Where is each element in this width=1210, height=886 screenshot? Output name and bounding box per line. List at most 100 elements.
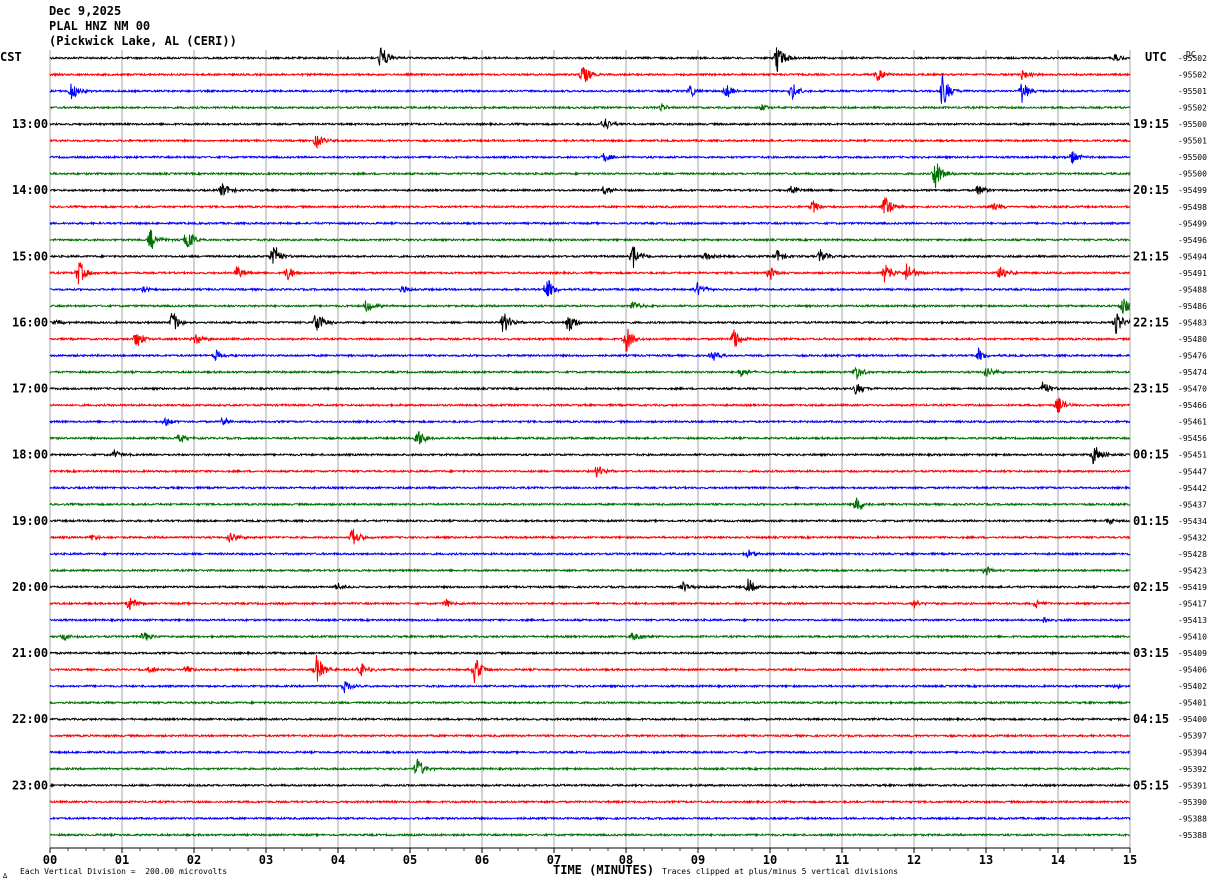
trace-line <box>49 328 1131 353</box>
dc-offset-label: -95488 <box>1178 285 1207 294</box>
trace-line <box>49 118 1130 130</box>
trace-line <box>49 654 1131 684</box>
x-tick-label: 11 <box>835 853 849 867</box>
left-hour-label: 23:00 <box>12 778 48 792</box>
left-hour-label: 18:00 <box>12 448 48 462</box>
dc-offset-label: -95409 <box>1178 649 1207 658</box>
x-tick-label: 02 <box>187 853 201 867</box>
left-hour-label: 14:00 <box>12 183 48 197</box>
x-axis-title: TIME (MINUTES) <box>553 863 655 877</box>
x-tick-label: 08 <box>619 853 633 867</box>
trace-line <box>49 246 1131 269</box>
trace-line <box>49 313 1131 335</box>
trace-line <box>49 196 1131 214</box>
dc-label: DC <box>1186 50 1196 59</box>
trace-line <box>49 229 1131 249</box>
left-hour-label: 15:00 <box>12 249 48 263</box>
dc-offset-label: -95392 <box>1178 765 1207 774</box>
dc-offset-label: -95388 <box>1178 814 1207 823</box>
x-tick-label: 14 <box>1051 853 1065 867</box>
dc-offset-label: -95400 <box>1178 715 1207 724</box>
trace-line <box>49 700 1131 706</box>
dc-offset-label: -95500 <box>1178 153 1207 162</box>
x-tick-label: 05 <box>403 853 417 867</box>
dc-offset-label: -95402 <box>1178 682 1207 691</box>
dc-offset-label: -95483 <box>1178 318 1207 327</box>
dc-offset-label: -95423 <box>1178 566 1207 575</box>
dc-offset-label: -95437 <box>1178 500 1207 509</box>
dc-offset-label: -95486 <box>1178 302 1207 311</box>
dc-offset-label: -95491 <box>1178 269 1207 278</box>
dc-offset-label: -95502 <box>1178 104 1207 113</box>
left-hour-label: 21:00 <box>12 646 48 660</box>
trace-line <box>49 632 1131 642</box>
dc-offset-label: -95390 <box>1178 798 1207 807</box>
chart-grid <box>49 50 1131 853</box>
dc-offset-label: -95447 <box>1178 467 1207 476</box>
trace-line <box>49 758 1131 775</box>
x-tick-label: 03 <box>259 853 273 867</box>
dc-offset-label: -95406 <box>1178 666 1207 675</box>
trace-line <box>49 135 1131 150</box>
x-tick-label: 00 <box>43 853 57 867</box>
x-tick-label: 07 <box>547 853 561 867</box>
dc-offset-label: -95500 <box>1178 120 1207 129</box>
dc-offset-label: -95413 <box>1178 616 1207 625</box>
trace-line <box>49 102 1131 113</box>
dc-offset-label: -95494 <box>1178 252 1207 261</box>
trace-line <box>49 183 1131 197</box>
trace-line <box>49 381 1131 395</box>
trace-line <box>49 346 1131 361</box>
trace-line <box>49 518 1131 526</box>
left-hour-label: 13:00 <box>12 117 48 131</box>
date-label: Dec 9,2025 <box>49 4 122 18</box>
trace-line <box>49 716 1131 722</box>
trace-line <box>49 616 1131 624</box>
trace-line <box>49 397 1131 413</box>
left-hour-label: 17:00 <box>12 382 48 396</box>
right-hour-label: 00:15 <box>1133 448 1169 462</box>
dc-offset-label: -95456 <box>1178 434 1207 443</box>
chart-labels: 00 01 02 03 04 05 06 07 08 09 10 11 12 13 14 15 -95502 -9… <box>12 54 1207 867</box>
dc-offset-label: -95417 <box>1178 599 1207 608</box>
right-hour-label: 22:15 <box>1133 315 1169 329</box>
trace-line <box>49 366 1131 380</box>
trace-line <box>49 220 1131 227</box>
trace-line <box>49 151 1131 164</box>
trace-line <box>49 298 1131 315</box>
x-tick-label: 06 <box>475 853 489 867</box>
trace-line <box>49 650 1131 656</box>
trace-line <box>49 431 1131 445</box>
dc-offset-label: -95500 <box>1178 170 1207 179</box>
dc-offset-label: -95499 <box>1178 219 1207 228</box>
trace-line <box>49 485 1131 491</box>
dc-offset-label: -95501 <box>1178 137 1207 146</box>
location-label: (Pickwick Lake, AL (CERI)) <box>49 34 237 48</box>
right-hour-label: 19:15 <box>1133 117 1169 131</box>
dc-offset-label: -95502 <box>1178 71 1207 80</box>
dc-offset-label: -95474 <box>1178 368 1207 377</box>
chart-traces <box>49 47 1131 838</box>
trace-line <box>49 597 1131 611</box>
dc-offset-label: -95434 <box>1178 517 1207 526</box>
left-hour-label: 19:00 <box>12 514 48 528</box>
dc-offset-label: -95466 <box>1178 401 1207 410</box>
trace-line <box>49 815 1131 822</box>
dc-offset-label: -95394 <box>1178 748 1207 757</box>
right-hour-label: 02:15 <box>1133 580 1169 594</box>
right-hour-label: 03:15 <box>1133 646 1169 660</box>
trace-line <box>49 163 1131 189</box>
dc-offset-label: -95410 <box>1178 633 1207 642</box>
station-label: PLAL HNZ NM 00 <box>49 19 151 33</box>
trace-line <box>49 528 1131 545</box>
clip-note: Traces clipped at plus/minus 5 vertical … <box>662 867 899 876</box>
dc-offset-label: -95388 <box>1178 831 1207 840</box>
dc-offset-label: -95502 <box>1178 54 1207 63</box>
right-hour-label: 04:15 <box>1133 712 1169 726</box>
right-hour-label: 23:15 <box>1133 382 1169 396</box>
trace-line <box>49 733 1131 739</box>
dc-offset-label: -95442 <box>1178 484 1207 493</box>
trace-line <box>49 749 1131 756</box>
left-hour-label: 20:00 <box>12 580 48 594</box>
